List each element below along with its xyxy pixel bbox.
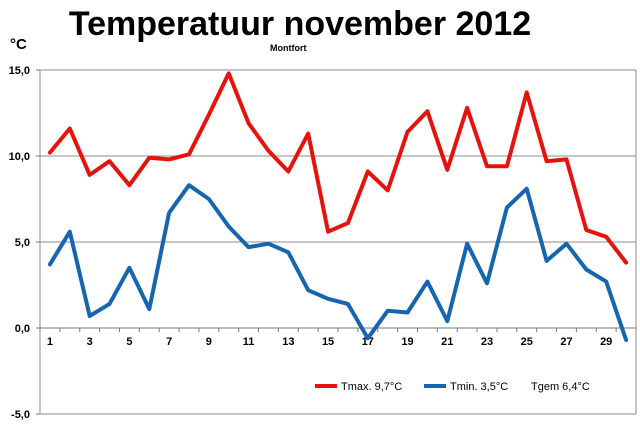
x-tick-label-23: 23	[481, 336, 493, 348]
grid-lines	[40, 69, 636, 415]
x-tick-label-21: 21	[441, 336, 453, 348]
series-line-tmax	[47, 71, 629, 265]
legend-label-tmax: Tmax. 9,7°C	[341, 381, 402, 393]
x-tick-label-29: 29	[600, 336, 612, 348]
x-tick-label-11: 11	[243, 336, 255, 348]
y-tick-label-3: 0,0	[15, 323, 30, 335]
axes	[36, 69, 637, 415]
legend: Tmax. 9,7°C Tmin. 3,5°C Tgem 6,4°C	[315, 381, 590, 393]
x-tick-label-17: 17	[362, 336, 374, 348]
series-line-tmin	[47, 183, 629, 342]
legend-label-tgem: Tgem 6,4°C	[531, 381, 590, 393]
x-tick-labels: 1 3 5 7 9 11 13 15 17 19 21 23 25 27 29	[47, 336, 612, 348]
y-tick-labels: 15,0 10,0 5,0 0,0 -5,0	[9, 65, 30, 421]
y-tick-label-4: -5,0	[11, 409, 30, 421]
x-tick-label-25: 25	[521, 336, 533, 348]
x-tick-label-3: 3	[87, 336, 93, 348]
chart-title: Temperatuur november 2012	[69, 5, 531, 43]
x-tick-label-7: 7	[166, 336, 172, 348]
x-tick-label-19: 19	[401, 336, 413, 348]
y-tick-label-2: 5,0	[15, 237, 30, 249]
x-tick-label-1: 1	[47, 336, 53, 348]
y-axis-unit-label: °C	[10, 36, 27, 53]
y-tick-label-0: 15,0	[9, 65, 30, 77]
chart-subtitle: Montfort	[270, 43, 306, 53]
x-tick-label-15: 15	[322, 336, 334, 348]
series-lines	[47, 71, 629, 342]
x-tick-label-13: 13	[282, 336, 294, 348]
y-tick-label-1: 10,0	[9, 151, 30, 163]
legend-label-tmin: Tmin. 3,5°C	[450, 381, 508, 393]
x-tick-label-27: 27	[560, 336, 572, 348]
x-tick-label-5: 5	[126, 336, 132, 348]
x-tick-label-9: 9	[206, 336, 212, 348]
